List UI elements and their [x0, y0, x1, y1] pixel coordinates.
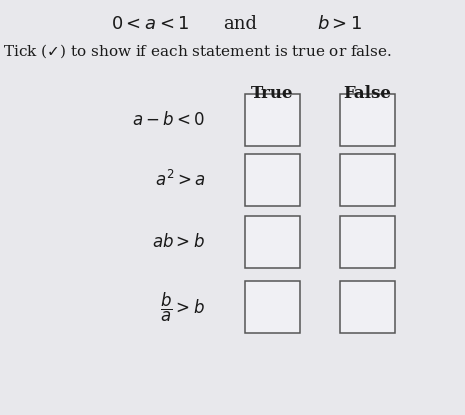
- Bar: [245, 154, 300, 206]
- Bar: [340, 216, 395, 268]
- Text: and: and: [223, 15, 257, 33]
- Bar: [245, 216, 300, 268]
- Text: True: True: [251, 85, 294, 102]
- Text: $b > 1$: $b > 1$: [318, 15, 363, 33]
- Text: $ab > b$: $ab > b$: [152, 233, 205, 251]
- Text: $0 < a < 1$: $0 < a < 1$: [111, 15, 189, 33]
- Text: False: False: [344, 85, 392, 102]
- Bar: [340, 154, 395, 206]
- Text: $a - b < 0$: $a - b < 0$: [132, 111, 205, 129]
- Text: $\dfrac{b}{a} > b$: $\dfrac{b}{a} > b$: [160, 290, 205, 324]
- Bar: [340, 281, 395, 333]
- Bar: [340, 94, 395, 146]
- Text: $a^2 > a$: $a^2 > a$: [154, 170, 205, 190]
- Bar: [245, 281, 300, 333]
- Bar: [245, 94, 300, 146]
- Text: Tick ($\checkmark$) to show if each statement is true or false.: Tick ($\checkmark$) to show if each stat…: [3, 42, 392, 60]
